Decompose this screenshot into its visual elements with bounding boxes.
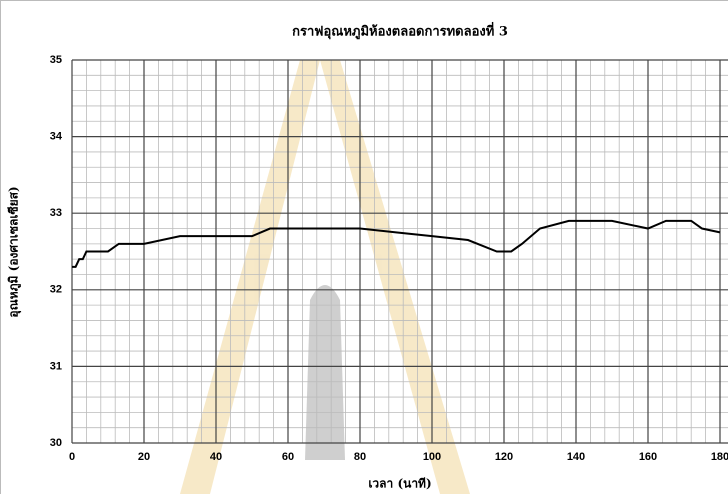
y-tick-label: 30 <box>50 437 62 449</box>
x-tick-label: 160 <box>639 451 657 463</box>
x-tick-label: 80 <box>354 451 366 463</box>
y-tick-label: 35 <box>50 54 62 66</box>
x-tick-label: 0 <box>69 451 75 463</box>
x-tick-label: 180 <box>711 451 728 463</box>
chart-title: กราฟอุณหภูมิห้องตลอดการทดลองที่ 3 <box>292 22 508 40</box>
x-tick-label: 20 <box>138 451 150 463</box>
watermark-figure <box>305 285 345 460</box>
y-tick-label: 31 <box>50 360 62 372</box>
x-tick-label: 60 <box>282 451 294 463</box>
x-tick-label: 140 <box>567 451 585 463</box>
chart: กราฟอุณหภูมิห้องตลอดการทดลองที่ 3 เวลา (… <box>0 0 728 494</box>
x-axis-title: เวลา (นาที) <box>368 477 431 491</box>
y-tick-label: 34 <box>50 131 63 143</box>
x-tick-label: 40 <box>210 451 222 463</box>
y-axis-title: อุณหภูมิ (องศาเซลเซียส) <box>7 186 22 317</box>
x-tick-label: 100 <box>423 451 441 463</box>
y-tick-label: 33 <box>50 207 62 219</box>
x-tick-label: 120 <box>495 451 513 463</box>
y-tick-label: 32 <box>50 284 62 296</box>
